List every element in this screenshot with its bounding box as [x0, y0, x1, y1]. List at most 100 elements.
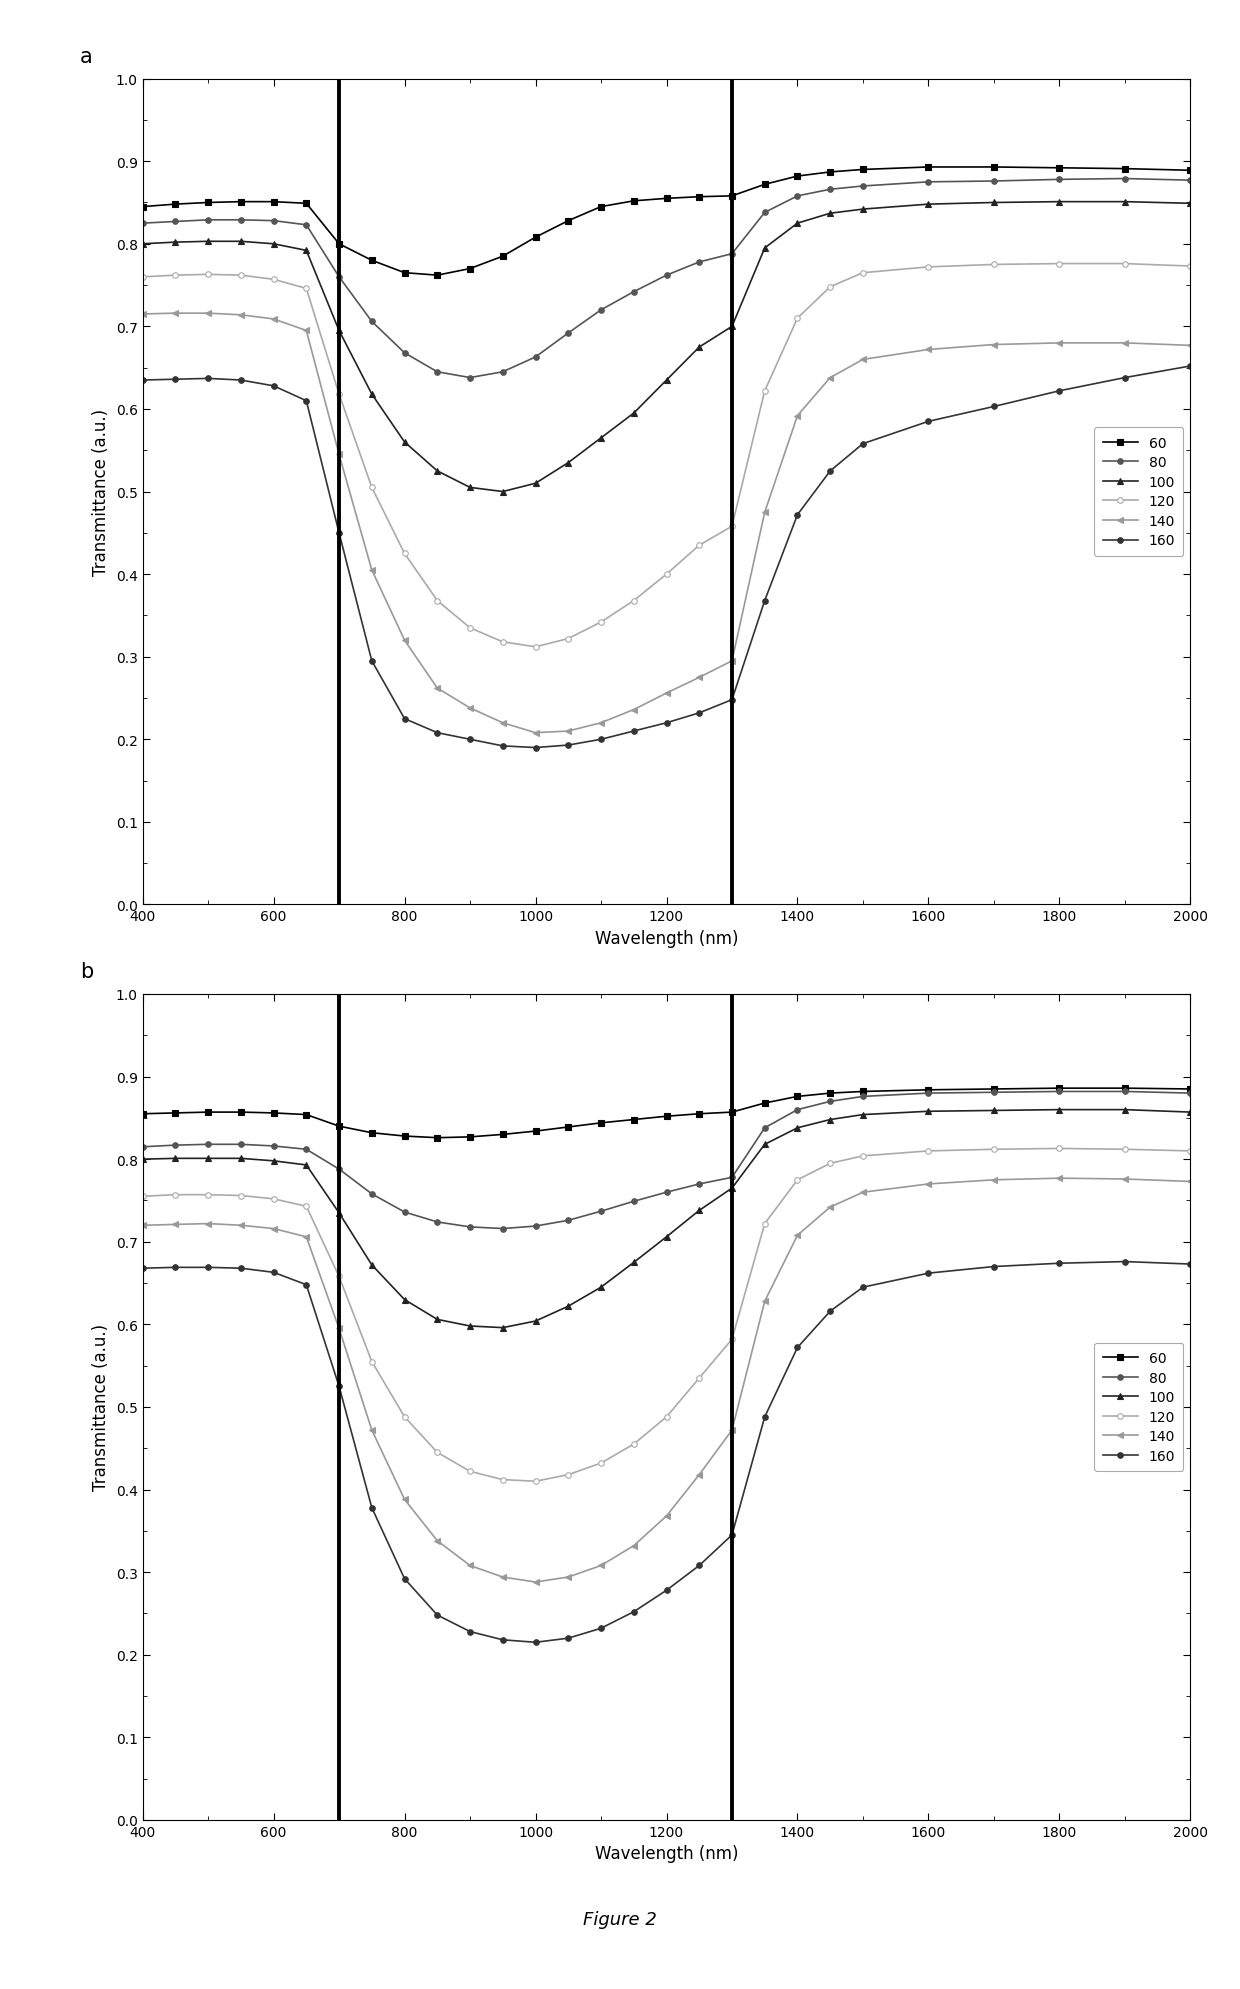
160 — [560, 1627, 575, 1651]
100 — [823, 203, 838, 227]
Text: b: b — [79, 961, 93, 981]
140 — [594, 712, 609, 736]
160 — [790, 503, 805, 527]
60 — [758, 1092, 773, 1116]
Line: 120: 120 — [140, 1146, 1193, 1484]
140 — [724, 1418, 739, 1442]
140 — [267, 308, 281, 332]
120 — [528, 636, 543, 660]
60 — [167, 1102, 182, 1126]
60 — [463, 257, 477, 280]
160 — [233, 1257, 248, 1281]
100 — [724, 316, 739, 340]
120 — [724, 1327, 739, 1351]
100 — [299, 1154, 314, 1177]
120 — [1183, 255, 1198, 278]
100 — [299, 239, 314, 263]
80 — [201, 1134, 216, 1158]
Line: 80: 80 — [140, 1090, 1193, 1231]
140 — [921, 338, 936, 362]
80 — [201, 209, 216, 233]
140 — [365, 1418, 379, 1442]
60 — [331, 233, 346, 257]
60 — [660, 1104, 675, 1128]
120 — [921, 257, 936, 280]
80 — [823, 179, 838, 203]
60 — [365, 249, 379, 272]
120 — [331, 1265, 346, 1289]
80 — [167, 211, 182, 235]
Legend: 60, 80, 100, 120, 140, 160: 60, 80, 100, 120, 140, 160 — [1095, 1343, 1183, 1472]
60 — [1117, 157, 1132, 181]
60 — [299, 1104, 314, 1128]
60 — [987, 155, 1002, 179]
120 — [135, 267, 150, 290]
80 — [299, 213, 314, 237]
140 — [660, 1504, 675, 1528]
60 — [430, 1126, 445, 1150]
120 — [1183, 1140, 1198, 1164]
80 — [660, 265, 675, 288]
140 — [660, 682, 675, 706]
160 — [495, 1629, 510, 1653]
140 — [823, 366, 838, 390]
100 — [1183, 193, 1198, 217]
60 — [495, 245, 510, 269]
120 — [299, 1195, 314, 1219]
80 — [233, 1134, 248, 1158]
Line: 100: 100 — [140, 199, 1193, 495]
80 — [921, 171, 936, 195]
100 — [1052, 191, 1066, 215]
140 — [528, 722, 543, 746]
80 — [692, 1172, 707, 1195]
140 — [430, 676, 445, 700]
160 — [856, 432, 870, 455]
Line: 60: 60 — [140, 1086, 1193, 1142]
100 — [560, 1295, 575, 1319]
100 — [594, 428, 609, 452]
140 — [299, 320, 314, 344]
140 — [167, 302, 182, 326]
Text: Figure 2: Figure 2 — [583, 1909, 657, 1929]
80 — [987, 1080, 1002, 1104]
140 — [299, 1225, 314, 1249]
100 — [560, 452, 575, 475]
80 — [758, 201, 773, 225]
60 — [560, 1116, 575, 1140]
120 — [660, 563, 675, 587]
120 — [167, 265, 182, 288]
100 — [135, 1148, 150, 1172]
60 — [233, 1100, 248, 1124]
80 — [790, 1098, 805, 1122]
160 — [233, 368, 248, 392]
80 — [135, 1136, 150, 1160]
100 — [528, 1309, 543, 1333]
140 — [397, 629, 412, 652]
160 — [758, 1404, 773, 1428]
120 — [1117, 1138, 1132, 1162]
140 — [201, 1211, 216, 1235]
60 — [463, 1126, 477, 1150]
120 — [823, 276, 838, 300]
120 — [365, 1351, 379, 1374]
160 — [921, 410, 936, 434]
160 — [626, 720, 641, 744]
60 — [856, 159, 870, 183]
120 — [331, 384, 346, 408]
140 — [560, 720, 575, 744]
140 — [331, 1317, 346, 1341]
120 — [463, 1460, 477, 1484]
160 — [660, 712, 675, 736]
140 — [233, 304, 248, 328]
X-axis label: Wavelength (nm): Wavelength (nm) — [595, 1844, 738, 1862]
140 — [626, 1534, 641, 1557]
160 — [365, 650, 379, 674]
80 — [495, 360, 510, 384]
120 — [201, 263, 216, 286]
100 — [201, 1148, 216, 1172]
160 — [758, 589, 773, 613]
120 — [233, 265, 248, 288]
140 — [987, 1168, 1002, 1191]
120 — [430, 589, 445, 613]
60 — [626, 189, 641, 213]
